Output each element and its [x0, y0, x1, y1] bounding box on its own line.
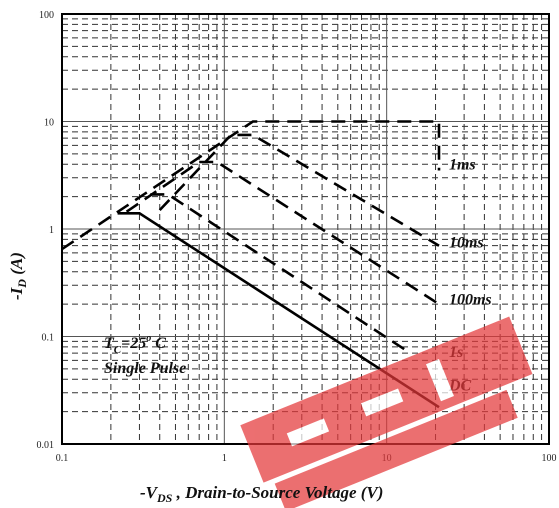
series-line-1s: [150, 193, 412, 355]
series-lines: [61, 120, 441, 409]
x-tick-label: 1: [222, 453, 227, 464]
series-line-dc: [117, 212, 440, 409]
y-tick-label: 100: [39, 10, 54, 21]
y-tick-label: 10: [44, 118, 54, 129]
y-tick-label: 0.1: [42, 333, 55, 344]
series-label-1ms: 1ms: [449, 156, 476, 173]
x-axis-title: -VDS , Drain-to-Source Voltage (V): [140, 483, 383, 505]
y-tick-label: 0.01: [37, 440, 55, 451]
single-pulse-annotation: Single Pulse: [104, 360, 186, 377]
series-label-10ms: 10ms: [449, 234, 484, 251]
series-label-100ms: 100ms: [449, 292, 492, 309]
case-temp-annotation: TC=25o C: [104, 333, 166, 356]
y-tick-labels: 0.01 0.1 1 10 100: [37, 10, 55, 451]
series-line-10ms: [158, 133, 440, 247]
series-line-100ms: [125, 160, 440, 306]
y-axis-title: -ID (A): [7, 252, 29, 300]
x-tick-label: 0.1: [56, 453, 69, 464]
x-tick-label: 100: [542, 453, 557, 464]
watermark-logo: [240, 316, 533, 508]
y-tick-label: 1: [49, 225, 54, 236]
